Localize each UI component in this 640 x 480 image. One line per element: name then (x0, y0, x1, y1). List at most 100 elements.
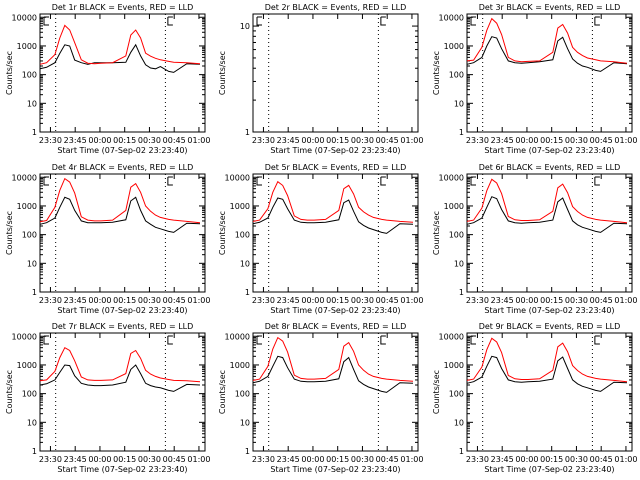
y-tick-label: 1 (32, 288, 37, 297)
corner-marker (594, 16, 600, 26)
plot-frame (466, 173, 633, 293)
chart-title: Det 3r BLACK = Events, RED = LLD (479, 3, 621, 12)
series-lld-line (466, 17, 628, 64)
y-tick-label: 100 (449, 231, 464, 240)
series-lld-line (466, 337, 628, 383)
corner-marker (43, 335, 49, 345)
y-tick-label: 1 (32, 128, 37, 137)
y-tick-label: 10000 (12, 173, 37, 182)
y-tick-label: 10000 (439, 13, 464, 22)
series-lld-line (39, 177, 201, 224)
corner-marker (167, 335, 173, 345)
x-tick-label: 00:30 (351, 296, 374, 305)
y-tick-label: 10 (454, 99, 464, 108)
plot-frame (39, 332, 206, 452)
x-tick-label: 00:30 (138, 136, 161, 145)
x-tick-label: 00:15 (326, 455, 349, 464)
y-tick-label: 100 (22, 231, 37, 240)
x-tick-label: 01:00 (187, 296, 210, 305)
x-tick-label: 00:45 (376, 136, 399, 145)
y-tick-label: 100 (235, 390, 250, 399)
y-tick-label: 1000 (230, 202, 250, 211)
chart-title: Det 2r BLACK = Events, RED = LLD (265, 3, 407, 12)
x-tick-label: 00:45 (163, 136, 186, 145)
y-tick-label: 1 (459, 128, 464, 137)
x-tick-label: 00:00 (301, 136, 324, 145)
y-axis-label: Counts/sec (432, 211, 441, 255)
x-axis-label: Start Time (07-Sep-02 23:23:40) (270, 465, 400, 474)
series-events-line (252, 197, 414, 234)
chart-panel-4: Det 4r BLACK = Events, RED = LLD 1 10 100 10… (5, 163, 210, 315)
y-tick-label: 100 (449, 390, 464, 399)
x-tick-label: 00:30 (565, 455, 588, 464)
chart-panel-8: Det 8r BLACK = Events, RED = LLD 1 10 100 10… (218, 322, 423, 474)
x-tick-label: 01:00 (614, 455, 637, 464)
series-lld-line (39, 347, 201, 383)
x-tick-label: 00:00 (515, 455, 538, 464)
x-tick-label: 23:30 (252, 136, 275, 145)
series-events-line (39, 196, 201, 233)
x-tick-label: 00:00 (88, 455, 111, 464)
y-axis-label: Counts/sec (5, 370, 14, 414)
corner-marker (470, 335, 476, 345)
x-tick-label: 00:00 (515, 136, 538, 145)
chart-title: Det 6r BLACK = Events, RED = LLD (479, 163, 621, 172)
plot-frame (39, 173, 206, 293)
corner-marker (594, 176, 600, 186)
y-tick-label: 10000 (12, 13, 37, 22)
corner-marker (380, 16, 386, 26)
chart-panel-6: Det 6r BLACK = Events, RED = LLD 1 10 100 10… (432, 163, 637, 315)
x-tick-label: 00:30 (565, 296, 588, 305)
x-axis-label: Start Time (07-Sep-02 23:23:40) (270, 306, 400, 315)
x-axis-label: Start Time (07-Sep-02 23:23:40) (270, 146, 400, 155)
x-tick-label: 00:30 (565, 136, 588, 145)
y-tick-label: 1 (245, 128, 250, 137)
x-tick-label: 23:30 (39, 296, 62, 305)
x-tick-label: 00:30 (351, 455, 374, 464)
y-tick-label: 10 (240, 418, 250, 427)
corner-marker (470, 16, 476, 26)
x-tick-label: 00:15 (540, 296, 563, 305)
series-lld-line (252, 180, 414, 223)
plot-frame (252, 173, 419, 293)
x-tick-label: 01:00 (400, 455, 423, 464)
x-tick-label: 00:45 (590, 296, 613, 305)
x-tick-label: 00:45 (590, 136, 613, 145)
y-tick-label: 10 (27, 259, 37, 268)
chart-title: Det 9r BLACK = Events, RED = LLD (479, 322, 621, 331)
x-tick-label: 23:30 (252, 455, 275, 464)
y-axis-label: Counts/sec (5, 211, 14, 255)
series-events-line (466, 36, 628, 72)
x-tick-label: 01:00 (187, 455, 210, 464)
chart-panel-5: Det 5r BLACK = Events, RED = LLD 1 10 100 10… (218, 163, 423, 315)
series-events-line (466, 355, 628, 392)
x-tick-label: 00:15 (326, 136, 349, 145)
plot-frame (252, 332, 419, 452)
x-tick-label: 00:45 (163, 455, 186, 464)
x-axis-label: Start Time (07-Sep-02 23:23:40) (484, 465, 614, 474)
y-tick-label: 10 (454, 418, 464, 427)
plot-frame (466, 13, 633, 133)
y-tick-label: 1000 (444, 42, 464, 51)
y-tick-label: 10000 (225, 173, 250, 182)
chart-panel-2: Det 2r BLACK = Events, RED = LLD 1 10 23:30… (218, 3, 423, 155)
y-tick-label: 10000 (12, 332, 37, 341)
y-tick-label: 1 (245, 447, 250, 456)
y-tick-label: 1000 (17, 202, 37, 211)
series-events-line (39, 364, 201, 392)
y-tick-label: 1000 (230, 361, 250, 370)
plot-frame (252, 13, 419, 133)
corner-marker (43, 16, 49, 26)
corner-marker (380, 335, 386, 345)
corner-marker (470, 176, 476, 186)
series-lld-line (252, 336, 414, 382)
corner-marker (380, 176, 386, 186)
y-tick-label: 100 (235, 231, 250, 240)
x-axis-label: Start Time (07-Sep-02 23:23:40) (57, 146, 187, 155)
plot-frame (39, 13, 206, 133)
x-tick-label: 00:30 (138, 455, 161, 464)
y-tick-label: 1000 (17, 361, 37, 370)
x-tick-label: 00:15 (326, 296, 349, 305)
series-lld-line (466, 178, 628, 224)
series-lld-line (39, 24, 201, 65)
